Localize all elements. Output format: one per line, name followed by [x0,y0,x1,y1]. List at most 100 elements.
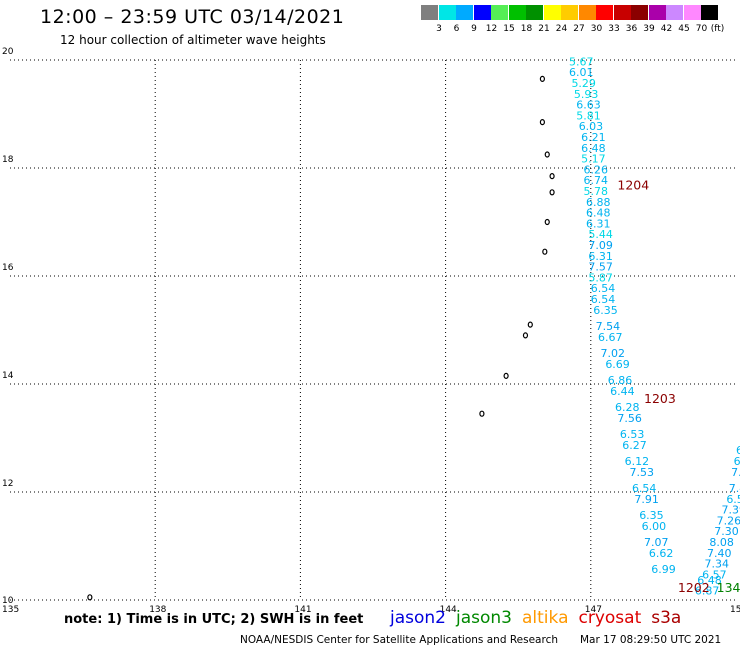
footer-timestamp: Mar 17 08:29:50 UTC 2021 [580,634,722,646]
swh-value-label: 6.62 [649,547,674,560]
swh-value-label: 6.54 [726,493,740,506]
color-swatch [561,5,578,20]
swh-value-label: 7.53 [630,466,655,479]
x-tick-label: 138 [149,605,166,615]
swh-value-label: 6.87 [695,585,720,598]
island-outline [542,248,548,255]
swh-value-label: 7.34 [705,558,730,571]
island-outline [87,594,93,601]
swh-value-label: 6.31 [588,250,613,263]
swh-value-label: 7.07 [644,536,669,549]
swh-value-label: 6.99 [651,563,676,576]
y-tick-label: 18 [2,155,14,165]
swh-value-label: 8.08 [709,536,734,549]
island-outline [522,332,529,339]
swh-value-label: 5.44 [588,228,613,241]
color-scale-label: 27 [573,24,585,34]
swh-value-label: 7.54 [596,320,621,333]
pass-time-label: 1204 [617,178,649,193]
swh-value-label: 6. [734,455,740,468]
color-scale-label: 45 [678,24,690,34]
swh-value-label: 6.01 [569,66,594,79]
swh-value-label: 5.29 [571,77,596,90]
legend-item-altika: altika [522,608,569,628]
swh-value-label: 6.48 [586,207,611,220]
swh-value-label: 7.48 [729,482,740,495]
swh-value-label: 6.86 [608,374,633,387]
swh-value-label: 6.21 [581,131,606,144]
color-scale-label: 36 [625,24,638,34]
swh-value-label: 6.44 [610,385,635,398]
color-scale-label: 15 [503,24,515,34]
swh-value-label: 7.56 [617,412,642,425]
swh-value-label: 7.39 [721,504,740,517]
color-swatch [456,5,473,20]
x-tick-label: 141 [294,605,311,615]
color-swatch [421,5,438,20]
color-scale-label: 6 [453,24,460,34]
island-outline [539,118,546,126]
chart-note: note: 1) Time is in UTC; 2) SWH is in fe… [64,612,364,627]
swh-value-label: 5.81 [576,109,601,122]
swh-value-label: 6.57 [702,568,727,581]
pass-time-label: 1203 [644,391,676,406]
color-swatch [701,5,718,20]
footer-credit: NOAA/NESDIS Center for Satellite Applica… [240,634,558,646]
swh-value-label: 5.93 [574,88,599,101]
swh-value-label: 7.09 [588,239,613,252]
swh-value-label: 6.03 [579,120,604,133]
color-swatch [578,5,596,20]
chart-title: 12:00 – 23:59 UTC 03/14/2021 [40,6,345,28]
color-swatch [473,5,491,20]
swh-value-label: 6.53 [620,428,645,441]
swh-value-label: 6.28 [615,401,640,414]
island-outline [527,321,533,328]
color-swatch [683,5,701,20]
island-outline [503,372,509,379]
swh-value-label: 6.54 [591,293,616,306]
island-outline [549,173,555,180]
island-outline [539,75,546,83]
color-swatch [666,5,683,20]
island-outline [479,410,485,417]
legend-item-cryosat: cryosat [578,608,642,628]
color-scale-label: 39 [643,24,655,34]
chart-subtitle: 12 hour collection of altimeter wave hei… [60,33,326,47]
y-tick-label: 20 [2,47,14,57]
x-tick-label: 150 [730,605,740,615]
color-scale-label: 18 [520,24,533,34]
color-scale-label: 30 [590,24,603,34]
swh-value-label: 6.48 [581,142,606,155]
swh-value-label: 6.48 [697,574,722,587]
color-scale-label: 70 [695,24,708,34]
swh-value-label: 5.17 [581,153,606,166]
swh-value-label: 6.67 [598,331,623,344]
satellite-legend: jason2 jason3 altika cryosat s3a [390,608,691,628]
color-swatch [648,5,666,20]
color-swatch [543,5,561,20]
color-scale-label: 24 [555,24,568,34]
swh-value-label: 6.27 [622,439,647,452]
color-scale-label: 42 [660,24,673,34]
legend-item-jason3: jason3 [456,608,512,628]
color-scale-label: 9 [471,24,477,34]
x-tick-label: 144 [440,605,457,615]
swh-value-label: 6.54 [632,482,657,495]
island-outline [544,218,550,226]
pass-time-label: 1202 [678,580,710,595]
swh-value-label: 6.26 [584,163,609,176]
legend-item-s3a: s3a [651,608,682,628]
y-tick-label: 12 [2,479,13,489]
swh-value-label: 6 [736,444,740,457]
swh-value-label: 7.91 [634,493,659,506]
color-scale-label: 3 [436,24,442,34]
swh-value-label: 7.1 [731,466,740,479]
island-outline [544,151,550,158]
island-outline [549,189,555,196]
color-swatch [526,5,543,20]
color-swatch [438,5,456,20]
color-swatch [631,5,648,20]
swh-value-label: 6.54 [591,282,616,295]
swh-value-label: 5.78 [584,185,609,198]
